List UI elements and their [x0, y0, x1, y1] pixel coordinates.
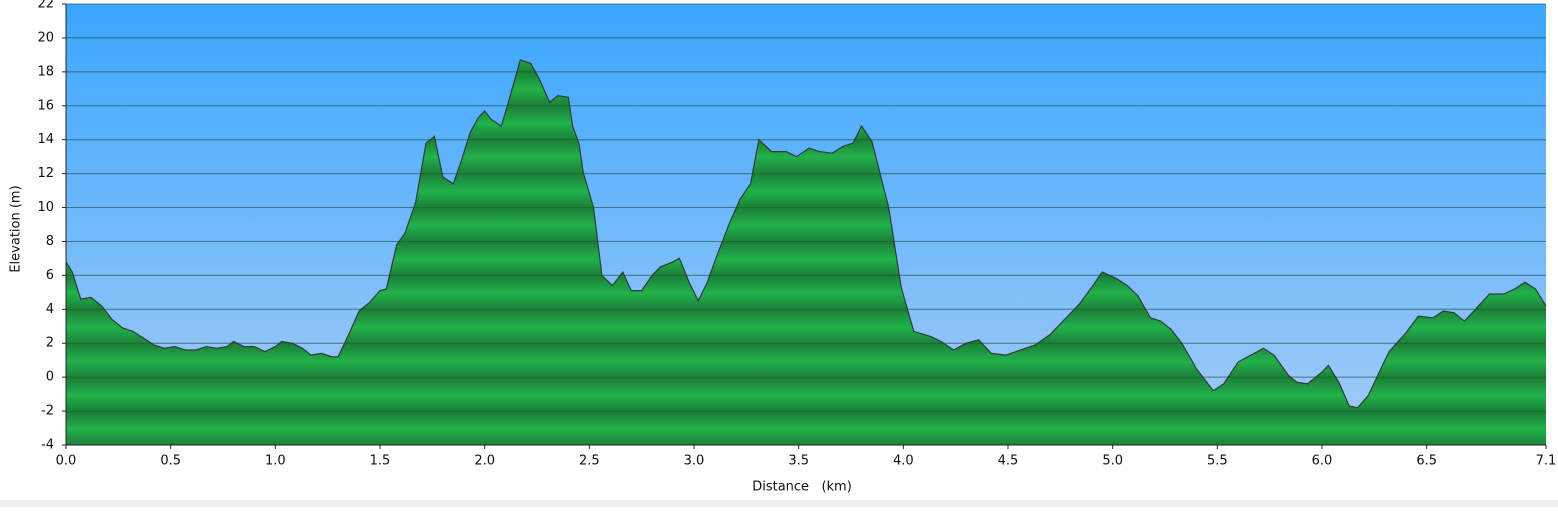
- x-tick-label: 0.5: [160, 454, 181, 469]
- y-tick-label: -2: [41, 404, 54, 419]
- y-axis-title: Elevation (m): [9, 185, 24, 272]
- y-tick-label: 22: [37, 0, 54, 12]
- y-tick-label: 8: [46, 234, 54, 249]
- x-tick-label: 5.5: [1207, 454, 1228, 469]
- x-tick-label: 2.5: [579, 454, 600, 469]
- y-tick-label: 6: [46, 268, 54, 283]
- x-tick-label: 6.5: [1416, 454, 1437, 469]
- x-tick-label: 4.5: [998, 454, 1019, 469]
- y-tick-label: 2: [46, 336, 54, 351]
- y-tick-label: 12: [37, 166, 54, 181]
- x-axis-title: Distance (km): [752, 480, 852, 495]
- y-tick-label: 0: [46, 370, 54, 385]
- x-tick-label: 4.0: [893, 454, 914, 469]
- elevation-area: [66, 60, 1546, 445]
- x-tick-label: 3.5: [788, 454, 809, 469]
- y-tick-label: 20: [37, 30, 54, 45]
- x-tick-label: 2.0: [474, 454, 495, 469]
- x-tick-label: 5.0: [1102, 454, 1123, 469]
- y-tick-label: 14: [37, 132, 54, 147]
- y-tick-label: 18: [37, 64, 54, 79]
- x-tick-label: 6.0: [1312, 454, 1333, 469]
- x-tick-label: 7.1: [1536, 454, 1557, 469]
- x-tick-label: 0.0: [56, 454, 77, 469]
- y-tick-label: 10: [37, 200, 54, 215]
- y-tick-label: 16: [37, 98, 54, 113]
- x-tick-label: 3.0: [684, 454, 705, 469]
- x-tick-label: 1.5: [370, 454, 391, 469]
- elevation-line: [65, 59, 1547, 409]
- y-tick-label: 4: [46, 302, 54, 317]
- x-tick-label: 1.0: [265, 454, 286, 469]
- footer-strip: [0, 500, 1558, 507]
- y-tick-label: -4: [41, 438, 54, 453]
